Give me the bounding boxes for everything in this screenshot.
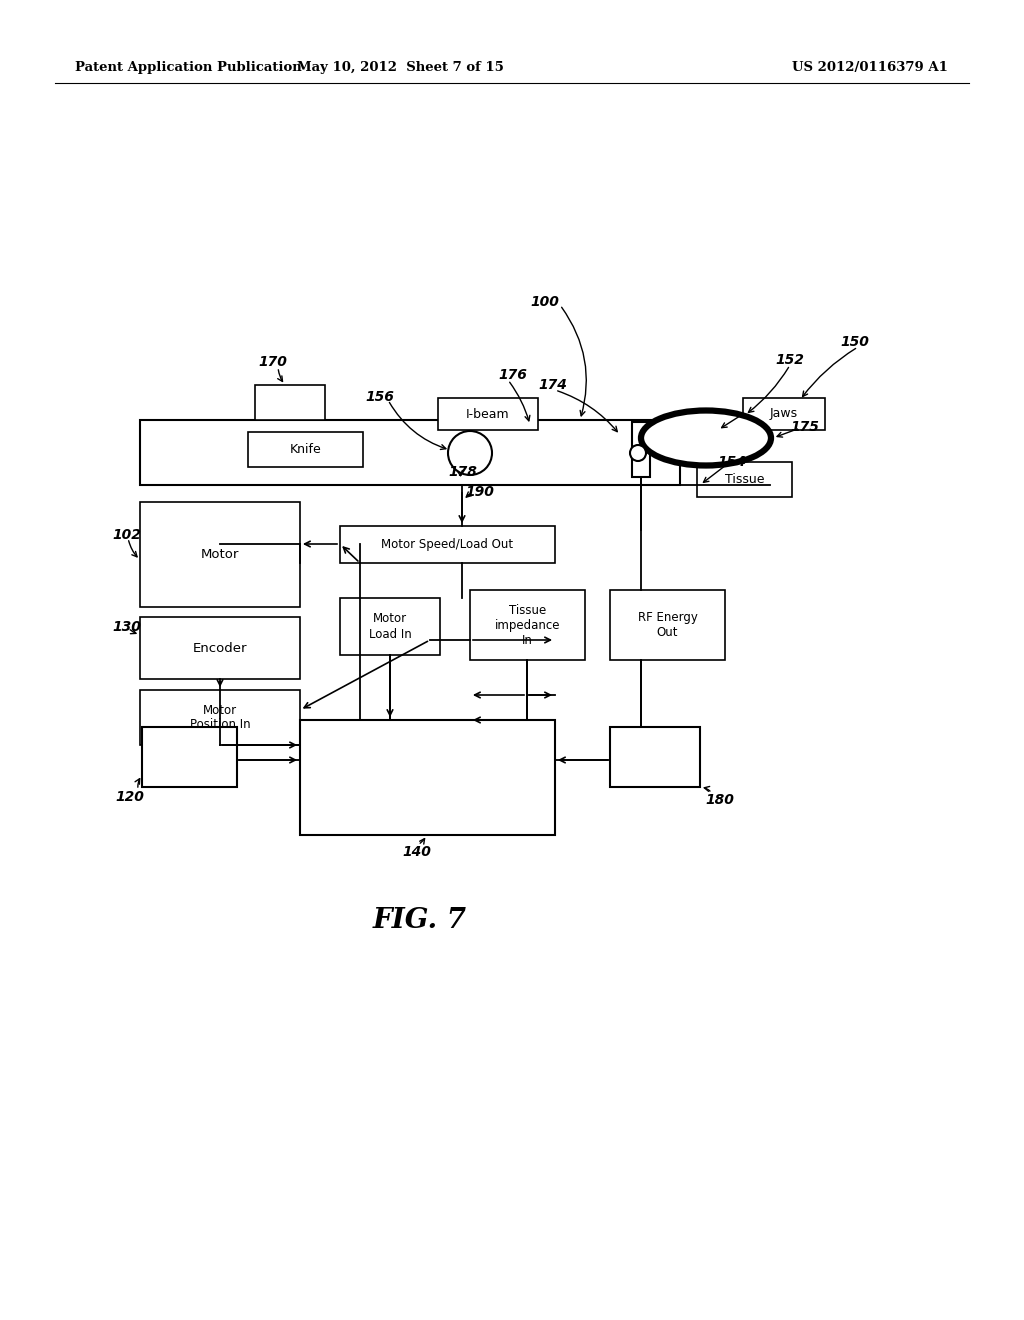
Text: 178: 178 [449,465,477,479]
Text: Patent Application Publication: Patent Application Publication [75,62,302,74]
Text: Encoder: Encoder [193,642,247,655]
Text: 100: 100 [530,294,559,309]
Text: 175: 175 [790,420,819,434]
Text: 174: 174 [538,378,567,392]
Text: 140: 140 [402,845,431,859]
Text: May 10, 2012  Sheet 7 of 15: May 10, 2012 Sheet 7 of 15 [297,62,504,74]
Text: I-beam: I-beam [466,408,510,421]
Bar [140,690,300,744]
Bar [610,727,700,787]
Text: Motor
Position In: Motor Position In [189,704,250,731]
Text: 190: 190 [465,484,494,499]
Text: Motor Speed/Load Out: Motor Speed/Load Out [381,539,514,550]
Bar [697,462,792,498]
Bar [438,399,538,430]
Bar [140,420,680,484]
Text: 156: 156 [365,389,394,404]
Bar [300,719,555,836]
Text: 120: 120 [115,789,144,804]
Text: Motor
Load In: Motor Load In [369,612,412,640]
Text: Tissue: Tissue [725,473,764,486]
Text: Tissue
impedance
In: Tissue impedance In [495,603,560,647]
Text: 150: 150 [840,335,869,348]
Bar [255,385,325,420]
Bar [340,598,440,655]
Text: 176: 176 [498,368,527,381]
Text: 130: 130 [112,620,141,634]
Text: 152: 152 [775,352,804,367]
Circle shape [449,432,492,475]
Text: RF Energy
Out: RF Energy Out [638,611,697,639]
Bar [140,502,300,607]
Bar [470,590,585,660]
Bar [610,590,725,660]
Text: 170: 170 [258,355,287,370]
Bar [632,422,650,477]
Text: FIG. 7: FIG. 7 [373,907,467,933]
Text: Knife: Knife [290,444,322,455]
Bar [142,727,237,787]
Text: Jaws: Jaws [770,408,798,421]
Text: 180: 180 [705,793,734,807]
Ellipse shape [641,411,771,466]
Bar [340,525,555,564]
Circle shape [630,445,646,461]
Text: 102: 102 [112,528,141,543]
Bar [248,432,362,467]
Text: US 2012/0116379 A1: US 2012/0116379 A1 [792,62,948,74]
Text: Motor: Motor [201,548,240,561]
Text: 154: 154 [717,455,745,469]
Bar [140,616,300,678]
Bar [743,399,825,430]
